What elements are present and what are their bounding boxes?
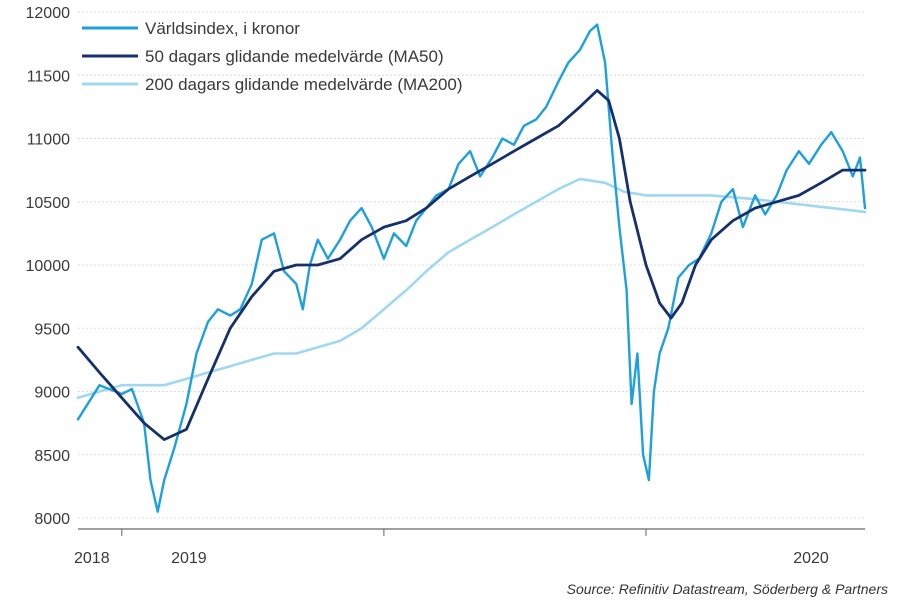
y-axis: 8000 8500 9000 9500 10000 10500 11000 11500 1200… [26,5,71,528]
gridlines [78,11,865,519]
legend: Världsindex, i kronor 50 dagars glidande … [82,19,463,94]
legend-label-ma50: 50 dagars glidande medelvärde (MA50) [145,47,444,66]
x-tick-label: 2019 [171,550,207,567]
series-line-ma200 [76,177,867,400]
series-line-ma50 [76,89,867,441]
y-tick-label: 9500 [34,321,70,338]
y-tick-label: 11500 [27,68,70,85]
source-note: Source: Refinitiv Datastream, Söderberg … [566,581,888,597]
series-line-index [76,23,867,513]
y-tick-label: 8500 [34,448,70,465]
legend-label-index: Världsindex, i kronor [145,19,300,38]
legend-label-ma200: 200 dagars glidande medelvärde (MA200) [145,75,463,94]
y-tick-label: 11000 [27,132,70,149]
x-tick-label: 2018 [74,550,110,567]
y-tick-label: 12000 [26,5,71,22]
x-axis: 2018 2019 2020 [74,528,865,567]
y-tick-label: 9000 [34,385,70,402]
y-tick-label: 10500 [26,195,71,212]
y-tick-label: 10000 [26,258,71,275]
x-tick-label: 2020 [793,550,829,567]
series-lines [76,23,867,513]
y-tick-label: 8000 [34,511,70,528]
